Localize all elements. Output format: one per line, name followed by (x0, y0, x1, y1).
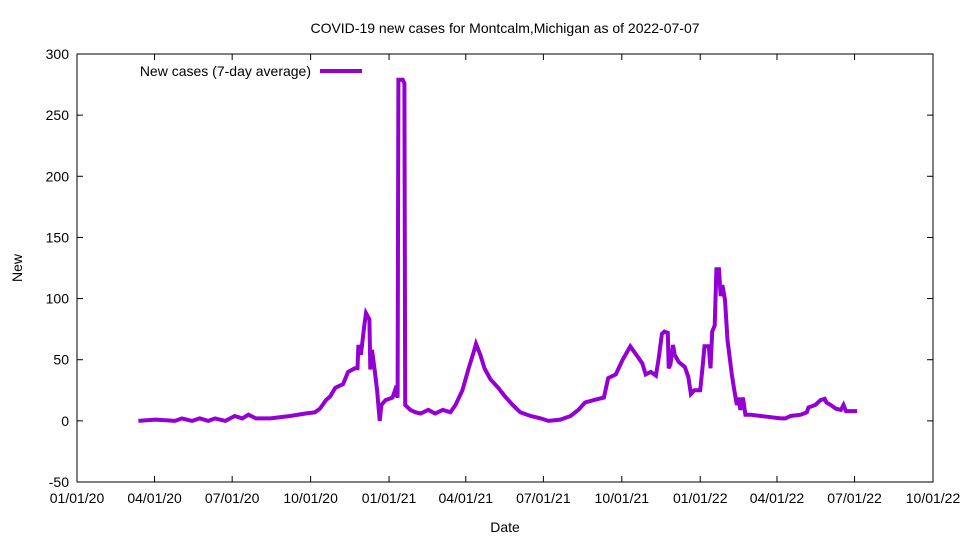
y-tick-label: 250 (46, 107, 70, 123)
series-line-new-cases (138, 77, 858, 424)
x-tick-label: 07/01/21 (516, 490, 571, 506)
legend-label: New cases (7-day average) (140, 63, 311, 79)
y-tick-label: 150 (46, 229, 70, 245)
y-tick-label: 0 (61, 413, 69, 429)
y-tick-label: 200 (46, 168, 70, 184)
y-tick-label: 50 (53, 352, 69, 368)
x-tick-label: 01/01/22 (673, 490, 728, 506)
x-tick-label: 10/01/20 (283, 490, 338, 506)
y-axis-label: New (9, 253, 25, 282)
x-tick-label: 04/01/22 (750, 490, 805, 506)
chart-title: COVID-19 new cases for Montcalm,Michigan… (310, 20, 699, 36)
legend: New cases (7-day average) (140, 63, 362, 79)
y-tick-label: -50 (49, 474, 69, 490)
x-tick-label: 10/01/22 (906, 490, 960, 506)
y-tick-label: 300 (46, 46, 70, 62)
x-tick-label: 07/01/22 (827, 490, 882, 506)
x-tick-label: 04/01/21 (439, 490, 494, 506)
y-tick-label: 100 (46, 291, 70, 307)
x-tick-label: 01/01/21 (362, 490, 417, 506)
x-tick-label: 04/01/20 (127, 490, 182, 506)
x-tick-label: 01/01/20 (50, 490, 105, 506)
x-axis-label: Date (490, 519, 520, 535)
x-tick-label: 07/01/20 (205, 490, 260, 506)
plot-border (76, 53, 934, 483)
x-tick-label: 10/01/21 (595, 490, 650, 506)
